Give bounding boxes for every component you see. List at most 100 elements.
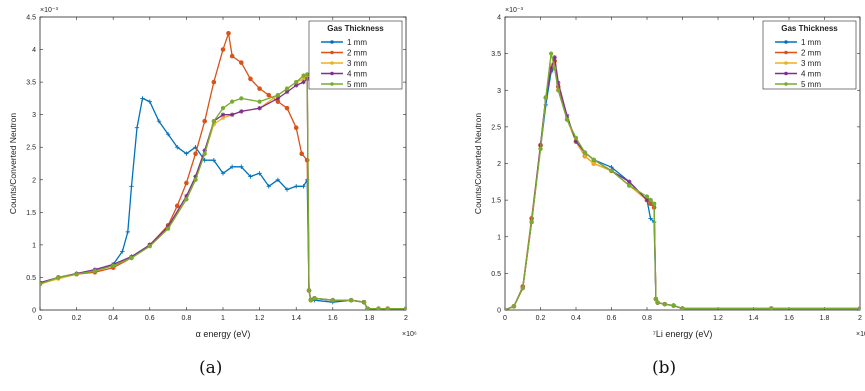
legend-entry: 5 mm — [347, 80, 367, 89]
y-tick-label: 2 — [497, 161, 501, 168]
legend-marker — [330, 71, 334, 76]
data-point — [193, 174, 198, 179]
data-point — [220, 47, 226, 52]
data-point — [573, 135, 579, 140]
x-tick-label: 2 — [858, 315, 862, 322]
data-point — [275, 93, 281, 98]
y-tick-label: 0.5 — [491, 271, 501, 278]
data-point — [548, 66, 554, 71]
data-point — [582, 153, 588, 159]
data-point — [284, 86, 290, 91]
legend-marker — [330, 82, 334, 86]
data-point — [582, 150, 587, 155]
x-tick-label: 1.6 — [328, 315, 338, 322]
data-point — [294, 83, 299, 88]
data-point — [299, 151, 304, 157]
data-point — [129, 184, 134, 189]
data-point — [156, 118, 162, 124]
data-point — [294, 80, 299, 85]
data-point — [275, 96, 281, 101]
y-tick-label: 2.5 — [491, 124, 501, 131]
data-point — [202, 118, 207, 124]
data-point — [376, 306, 381, 310]
data-point — [293, 125, 299, 130]
data-point — [211, 119, 216, 124]
data-point — [648, 216, 653, 221]
data-point — [769, 306, 774, 310]
data-point — [211, 158, 217, 163]
data-point — [543, 95, 548, 100]
data-point — [174, 203, 180, 209]
data-point — [120, 249, 125, 254]
data-point — [505, 307, 508, 310]
x-tick-label: 0.8 — [642, 315, 652, 322]
y-tick-label: 1 — [32, 242, 36, 249]
data-point — [239, 164, 244, 169]
data-point — [644, 197, 650, 203]
data-point — [651, 201, 657, 206]
y-axis-label: Counts/Converted Neutron — [8, 113, 18, 214]
data-point — [301, 73, 306, 78]
data-point — [275, 177, 281, 182]
data-point — [239, 96, 244, 101]
series-5-mm — [505, 51, 860, 310]
x-tick-label: 1.2 — [713, 315, 723, 322]
data-point — [193, 177, 198, 182]
y-tick-label: 3 — [497, 88, 501, 95]
data-point — [301, 76, 306, 82]
data-point — [266, 184, 271, 189]
legend-marker — [330, 61, 334, 65]
y-tick-label: 0.5 — [26, 275, 36, 282]
data-point — [165, 132, 171, 137]
x-tick-label: 0.6 — [607, 315, 617, 322]
data-point — [211, 79, 217, 85]
data-point — [40, 281, 43, 287]
legend-marker — [330, 40, 334, 44]
data-point — [202, 148, 207, 153]
series-5-mm — [40, 72, 406, 310]
data-point — [573, 139, 579, 144]
data-point — [220, 171, 226, 176]
data-point — [671, 303, 676, 308]
x-exponent: ×10⁶ — [402, 331, 417, 338]
data-point — [229, 53, 235, 59]
data-point — [125, 229, 131, 235]
data-point — [653, 296, 658, 302]
y-tick-label: 3 — [32, 112, 36, 119]
x-tick-label: 0.4 — [571, 315, 581, 322]
legend: Gas Thickness 1 mm 2 mm3 mm 4 mm5 mm — [308, 20, 403, 90]
x-tick-label: 1.6 — [784, 315, 794, 322]
data-point — [556, 80, 561, 86]
data-point — [648, 198, 653, 203]
data-point — [257, 99, 262, 104]
y-tick-label: 3.5 — [26, 80, 36, 87]
data-point — [294, 184, 299, 189]
legend-box — [762, 20, 857, 90]
x-tick-label: 0.4 — [108, 315, 118, 322]
data-point — [556, 88, 561, 93]
data-point — [627, 183, 632, 188]
data-point — [662, 302, 667, 307]
data-point — [239, 60, 244, 65]
data-point — [257, 171, 262, 176]
data-point — [229, 164, 235, 169]
data-point — [184, 193, 189, 199]
y-tick-label: 1.5 — [26, 210, 36, 217]
data-point — [591, 161, 596, 166]
x-tick-label: 1.8 — [365, 315, 375, 322]
legend-entry: 2 mm — [347, 49, 367, 58]
data-point — [330, 298, 335, 303]
legend-marker — [784, 40, 788, 44]
data-point — [226, 30, 231, 36]
legend-entry: 1 mm — [347, 38, 367, 47]
y-tick-label: 1 — [497, 234, 501, 241]
data-point — [301, 79, 306, 85]
legend-entry: 1 mm — [801, 38, 821, 47]
legend: Gas Thickness 1 mm 2 mm3 mm 4 mm5 mm — [762, 20, 857, 90]
data-point — [644, 194, 650, 199]
y-exponent: ×10⁻³ — [505, 7, 524, 14]
data-point — [56, 275, 61, 280]
data-point — [301, 184, 306, 189]
data-point — [175, 145, 180, 150]
data-point — [239, 109, 244, 114]
